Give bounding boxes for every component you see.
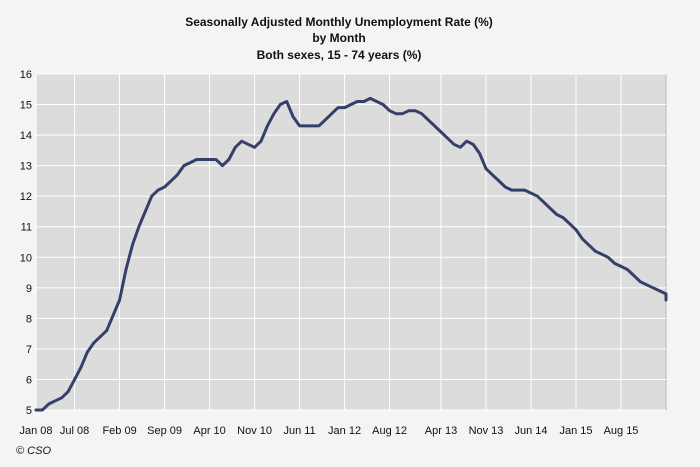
x-tick-label: Aug 15 <box>604 425 639 437</box>
x-tick-label: Nov 10 <box>237 425 272 437</box>
y-tick-label: 6 <box>26 374 32 386</box>
plot-area <box>35 73 667 411</box>
x-tick-label: Jan 12 <box>328 425 361 437</box>
y-tick-label: 13 <box>20 161 32 173</box>
x-axis: Jan 08 Jul 08 Feb 09 Sep 09 Apr 10 Nov 10 Jun … <box>19 425 638 437</box>
x-tick-label: Jan 08 <box>19 425 52 437</box>
y-tick-label: 9 <box>26 283 32 295</box>
x-tick-label: Jan 15 <box>559 425 592 437</box>
y-tick-label: 16 <box>20 69 32 81</box>
chart-title-line-1: Seasonally Adjusted Monthly Unemployment… <box>185 15 493 29</box>
series-line <box>34 96 668 412</box>
x-tick-label: Jul 08 <box>60 425 89 437</box>
x-tick-label: Jun 14 <box>514 425 547 437</box>
y-tick-label: 14 <box>20 130 32 142</box>
series <box>34 96 668 412</box>
y-tick-label: 7 <box>26 344 32 356</box>
chart-title-line-2: by Month <box>312 31 365 45</box>
x-tick-label: Apr 10 <box>193 425 225 437</box>
x-tick-label: Aug 12 <box>372 425 407 437</box>
gridlines <box>35 73 666 411</box>
chart-title-line-3: Both sexes, 15 - 74 years (%) <box>257 48 422 62</box>
y-tick-label: 8 <box>26 313 32 325</box>
x-tick-label: Apr 13 <box>425 425 457 437</box>
y-axis: 5 6 7 8 9 10 11 12 13 14 15 16 <box>20 69 32 417</box>
x-tick-label: Jun 11 <box>283 425 315 437</box>
x-tick-label: Sep 09 <box>147 425 182 437</box>
x-tick-label: Nov 13 <box>469 425 504 437</box>
y-tick-label: 10 <box>20 252 32 264</box>
chart-title: Seasonally Adjusted Monthly Unemployment… <box>185 15 493 62</box>
cso-credit: © CSO <box>16 445 51 457</box>
x-tick-label: Feb 09 <box>102 425 136 437</box>
y-tick-label: 12 <box>20 191 32 203</box>
y-tick-label: 5 <box>26 405 32 417</box>
y-tick-label: 11 <box>21 222 32 234</box>
y-tick-label: 15 <box>20 100 32 112</box>
